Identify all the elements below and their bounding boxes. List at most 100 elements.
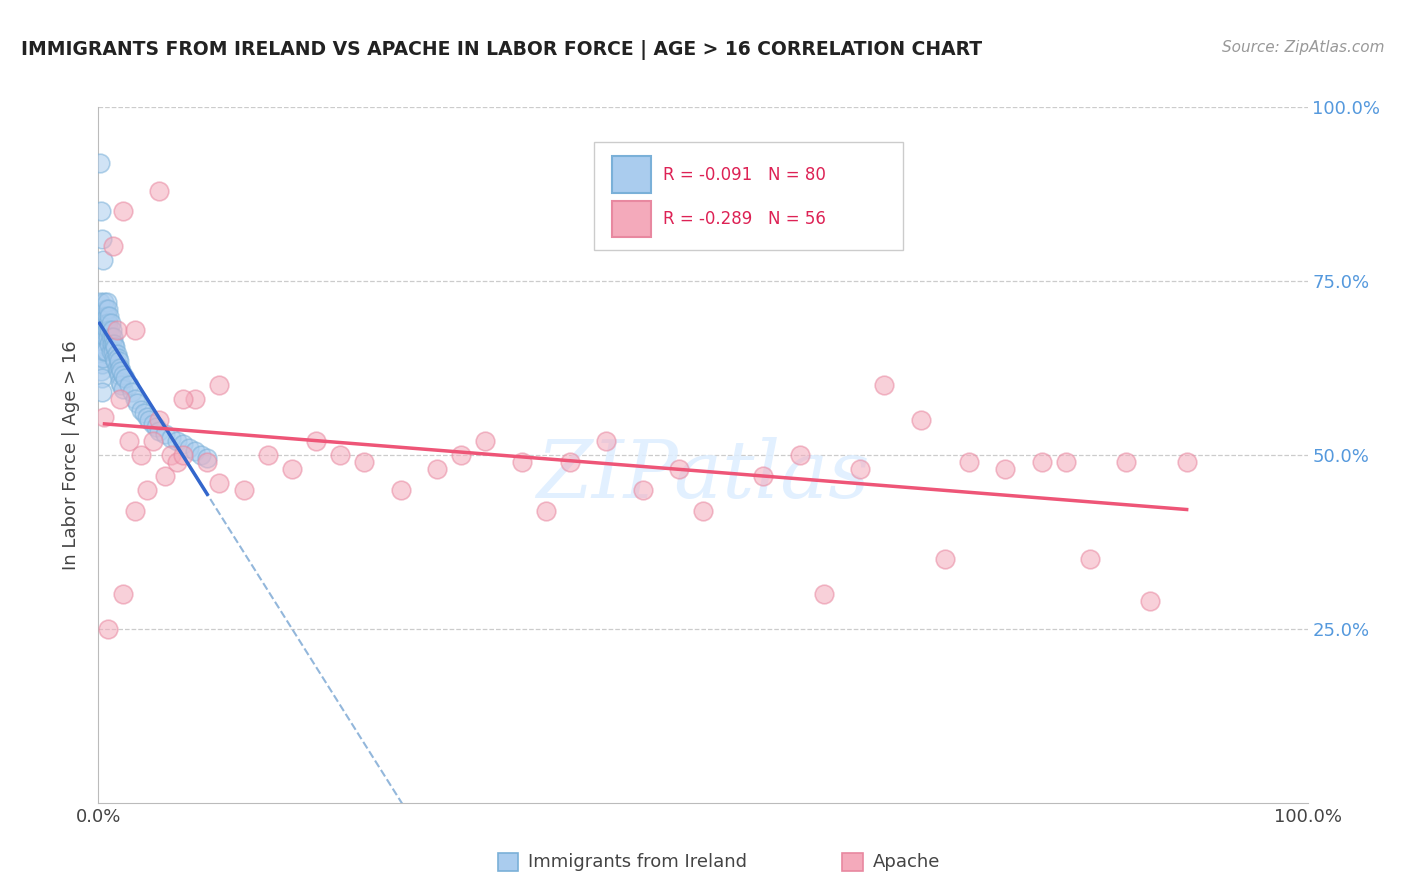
Point <box>281 462 304 476</box>
Point <box>89 155 111 169</box>
Point <box>910 413 932 427</box>
Text: Immigrants from Ireland: Immigrants from Ireland <box>529 853 747 871</box>
Point <box>107 351 129 365</box>
Point <box>91 343 114 358</box>
Point <box>91 232 114 246</box>
Point <box>595 434 617 448</box>
Point <box>166 434 188 448</box>
Point <box>124 392 146 407</box>
Point <box>103 336 125 351</box>
Point <box>90 323 112 337</box>
Point <box>100 343 122 358</box>
Point <box>195 455 218 469</box>
Point <box>90 204 112 219</box>
Point <box>104 354 127 368</box>
Text: Apache: Apache <box>873 853 941 871</box>
Point <box>1078 552 1101 566</box>
Point <box>94 301 117 316</box>
Point <box>108 354 131 368</box>
Point <box>89 294 111 309</box>
Point <box>89 343 111 358</box>
Point <box>353 455 375 469</box>
Point <box>1175 455 1198 469</box>
Point <box>148 413 170 427</box>
Point <box>305 434 328 448</box>
Point <box>100 336 122 351</box>
Point <box>124 323 146 337</box>
Point <box>98 336 121 351</box>
Point <box>91 385 114 400</box>
Point <box>134 406 156 420</box>
Point <box>91 371 114 385</box>
FancyBboxPatch shape <box>595 142 903 250</box>
Point <box>668 462 690 476</box>
Point <box>135 483 157 497</box>
Point <box>91 336 114 351</box>
Point <box>100 316 122 330</box>
Point <box>97 329 120 343</box>
Point <box>98 323 121 337</box>
Point <box>1054 455 1077 469</box>
Point <box>142 417 165 431</box>
Point <box>190 448 212 462</box>
Point <box>111 204 134 219</box>
Point <box>389 483 412 497</box>
Point <box>89 312 111 326</box>
Text: R = -0.289   N = 56: R = -0.289 N = 56 <box>664 210 825 228</box>
Point <box>90 336 112 351</box>
Point <box>195 451 218 466</box>
Point <box>90 351 112 365</box>
Point <box>534 503 557 517</box>
Point <box>329 448 352 462</box>
Point <box>160 448 183 462</box>
Point <box>934 552 956 566</box>
Text: R = -0.091   N = 80: R = -0.091 N = 80 <box>664 166 825 184</box>
FancyBboxPatch shape <box>613 201 651 237</box>
Point <box>172 392 194 407</box>
Point <box>90 364 112 378</box>
Point <box>91 309 114 323</box>
Point <box>94 329 117 343</box>
Point <box>232 483 254 497</box>
Point <box>474 434 496 448</box>
Point <box>172 437 194 451</box>
Point <box>93 343 115 358</box>
Point <box>111 368 134 382</box>
Point <box>124 503 146 517</box>
Point <box>108 360 131 375</box>
Point <box>111 382 134 396</box>
Point <box>93 409 115 424</box>
Point <box>100 329 122 343</box>
Point <box>96 294 118 309</box>
Point <box>957 455 980 469</box>
Point <box>184 444 207 458</box>
Point <box>93 309 115 323</box>
Point <box>91 253 114 268</box>
Point <box>93 294 115 309</box>
Point <box>108 368 131 382</box>
Text: Source: ZipAtlas.com: Source: ZipAtlas.com <box>1222 40 1385 55</box>
Point <box>148 184 170 198</box>
Point <box>789 448 811 462</box>
Point <box>160 430 183 444</box>
Point <box>114 371 136 385</box>
Point <box>94 343 117 358</box>
Text: IMMIGRANTS FROM IRELAND VS APACHE IN LABOR FORCE | AGE > 16 CORRELATION CHART: IMMIGRANTS FROM IRELAND VS APACHE IN LAB… <box>21 40 983 60</box>
FancyBboxPatch shape <box>613 156 651 193</box>
Point <box>110 378 132 392</box>
Point <box>208 378 231 392</box>
Point <box>111 587 134 601</box>
Point <box>101 343 124 358</box>
Point <box>558 455 581 469</box>
Point <box>105 323 128 337</box>
Point <box>692 503 714 517</box>
Text: ZIPatlas: ZIPatlas <box>536 437 870 515</box>
Point <box>256 448 278 462</box>
Point <box>129 402 152 417</box>
Point <box>107 364 129 378</box>
Point <box>108 375 131 389</box>
Point <box>101 239 124 253</box>
Point <box>96 309 118 323</box>
Point <box>148 424 170 438</box>
Point <box>96 323 118 337</box>
